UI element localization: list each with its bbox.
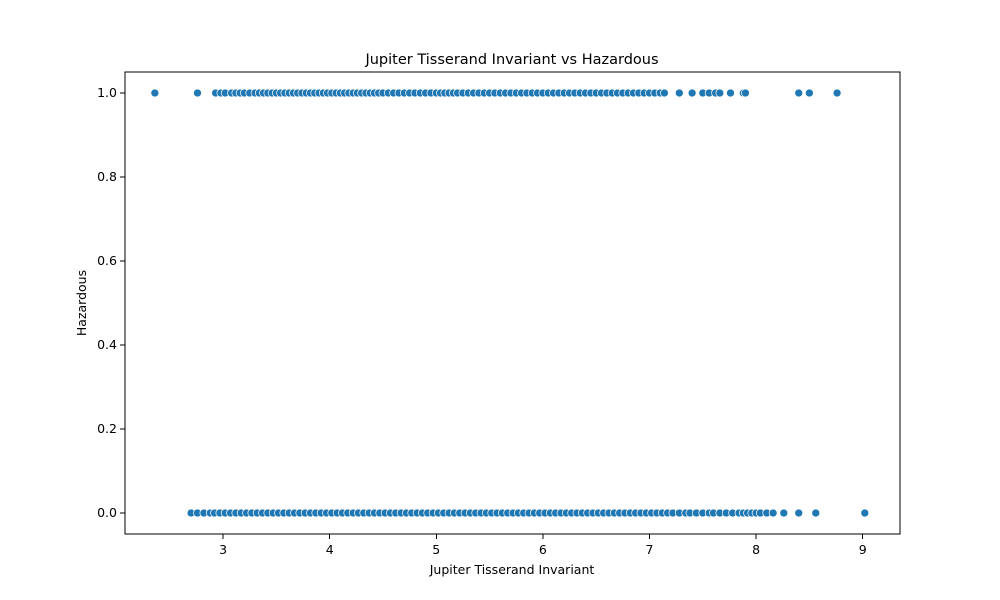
y-tick-label: 0.4 — [97, 337, 117, 352]
x-tick-label: 3 — [219, 542, 227, 557]
data-point — [726, 88, 735, 98]
data-point — [811, 508, 821, 518]
chart-title: Jupiter Tisserand Invariant vs Hazardous — [364, 52, 658, 68]
data-point — [805, 88, 814, 98]
plot-frame — [124, 71, 901, 535]
y-tick-label: 0.8 — [97, 169, 117, 184]
y-tick-label: 0.0 — [97, 505, 117, 520]
points-layer — [150, 88, 870, 518]
y-axis: 0.0 0.2 0.4 0.6 0.8 1.0 — [97, 85, 125, 520]
plot-area: 3 4 5 6 7 8 9 0.0 0.2 0.4 0.6 0.8 1.0 — [97, 71, 901, 557]
data-point — [794, 88, 804, 98]
x-axis: 3 4 5 6 7 8 9 — [219, 534, 867, 557]
data-point — [779, 508, 789, 518]
data-point — [687, 88, 697, 98]
y-tick-label: 0.2 — [97, 421, 117, 436]
y-tick-label: 0.6 — [97, 253, 117, 268]
data-point — [193, 88, 202, 98]
x-tick-label: 8 — [752, 542, 760, 557]
y-axis-label: Hazardous — [74, 270, 89, 336]
x-axis-label: Jupiter Tisserand Invariant — [429, 562, 595, 577]
data-point — [832, 88, 842, 98]
data-point — [741, 88, 750, 98]
data-point — [660, 88, 669, 98]
x-tick-label: 6 — [539, 542, 547, 557]
x-tick-label: 4 — [326, 542, 334, 557]
data-point — [860, 508, 870, 518]
x-tick-label: 5 — [432, 542, 440, 557]
data-point — [768, 508, 778, 518]
data-point — [674, 88, 684, 98]
data-point — [715, 88, 725, 98]
x-tick-label: 9 — [859, 542, 867, 557]
y-tick-label: 1.0 — [97, 85, 117, 100]
x-tick-label: 7 — [646, 542, 654, 557]
data-point — [794, 508, 804, 518]
data-point — [150, 88, 160, 98]
